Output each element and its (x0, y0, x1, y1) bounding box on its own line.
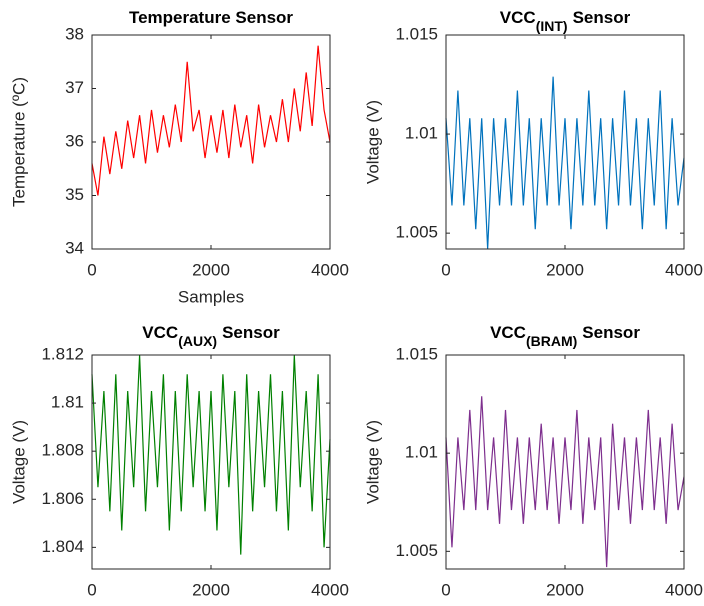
y-tick-label: 34 (65, 238, 84, 257)
data-line (445, 76, 685, 250)
title-suffix: Sensor (573, 8, 631, 27)
chart-title: VCC(BRAM) Sensor (490, 323, 640, 348)
data-line (91, 45, 331, 196)
y-tick-label: 1.01 (405, 443, 438, 462)
chart-title: Temperature Sensor (129, 8, 293, 27)
y-tick-label: 1.015 (395, 24, 438, 43)
y-tick-label: 1.806 (41, 489, 84, 508)
x-tick-label: 0 (87, 580, 96, 599)
title-subscript: (AUX) (178, 333, 217, 349)
x-tick-label: 0 (441, 260, 450, 279)
x-tick-label: 2000 (192, 580, 230, 599)
title-text: VCC (142, 323, 178, 342)
y-tick-label: 35 (65, 185, 84, 204)
title-text: VCC (500, 8, 536, 27)
chart-title: VCC(INT) Sensor (500, 8, 631, 33)
y-tick-label: 36 (65, 131, 84, 150)
title-text: Temperature Sensor (129, 8, 293, 27)
data-line (91, 354, 331, 555)
y-tick-label: 1.01 (405, 124, 438, 143)
y-tick-label: 38 (65, 24, 84, 43)
y-tick-label: 1.808 (41, 441, 84, 460)
axes-background (92, 355, 330, 569)
x-tick-label: 4000 (311, 580, 349, 599)
y-axis-label: Voltage (V) (363, 100, 382, 184)
x-tick-label: 2000 (546, 260, 584, 279)
x-tick-label: 4000 (665, 580, 703, 599)
y-tick-label: 1.812 (41, 344, 84, 363)
x-tick-label: 0 (441, 580, 450, 599)
title-subscript: (INT) (536, 18, 568, 34)
y-axis-label: Temperature (ºC) (9, 77, 28, 207)
y-tick-label: 1.804 (41, 537, 84, 556)
y-tick-label: 1.005 (395, 541, 438, 560)
chart-title: VCC(AUX) Sensor (142, 323, 280, 348)
y-axis-label: Voltage (V) (9, 420, 28, 504)
axes-background (446, 35, 684, 249)
axes-background (92, 35, 330, 249)
y-tick-label: 37 (65, 78, 84, 97)
x-axis-label: Samples (178, 287, 244, 306)
data-line (445, 396, 685, 568)
x-tick-label: 4000 (311, 260, 349, 279)
y-axis-label: Voltage (V) (363, 420, 382, 504)
title-suffix: Sensor (222, 323, 280, 342)
title-text: VCC (490, 323, 526, 342)
title-suffix: Sensor (582, 323, 640, 342)
x-tick-label: 4000 (665, 260, 703, 279)
x-tick-label: 2000 (192, 260, 230, 279)
x-tick-label: 0 (87, 260, 96, 279)
title-subscript: (BRAM) (526, 333, 577, 349)
y-tick-label: 1.81 (51, 393, 84, 412)
y-tick-label: 1.015 (395, 344, 438, 363)
y-tick-label: 1.005 (395, 223, 438, 242)
x-tick-label: 2000 (546, 580, 584, 599)
axes-background (446, 355, 684, 569)
